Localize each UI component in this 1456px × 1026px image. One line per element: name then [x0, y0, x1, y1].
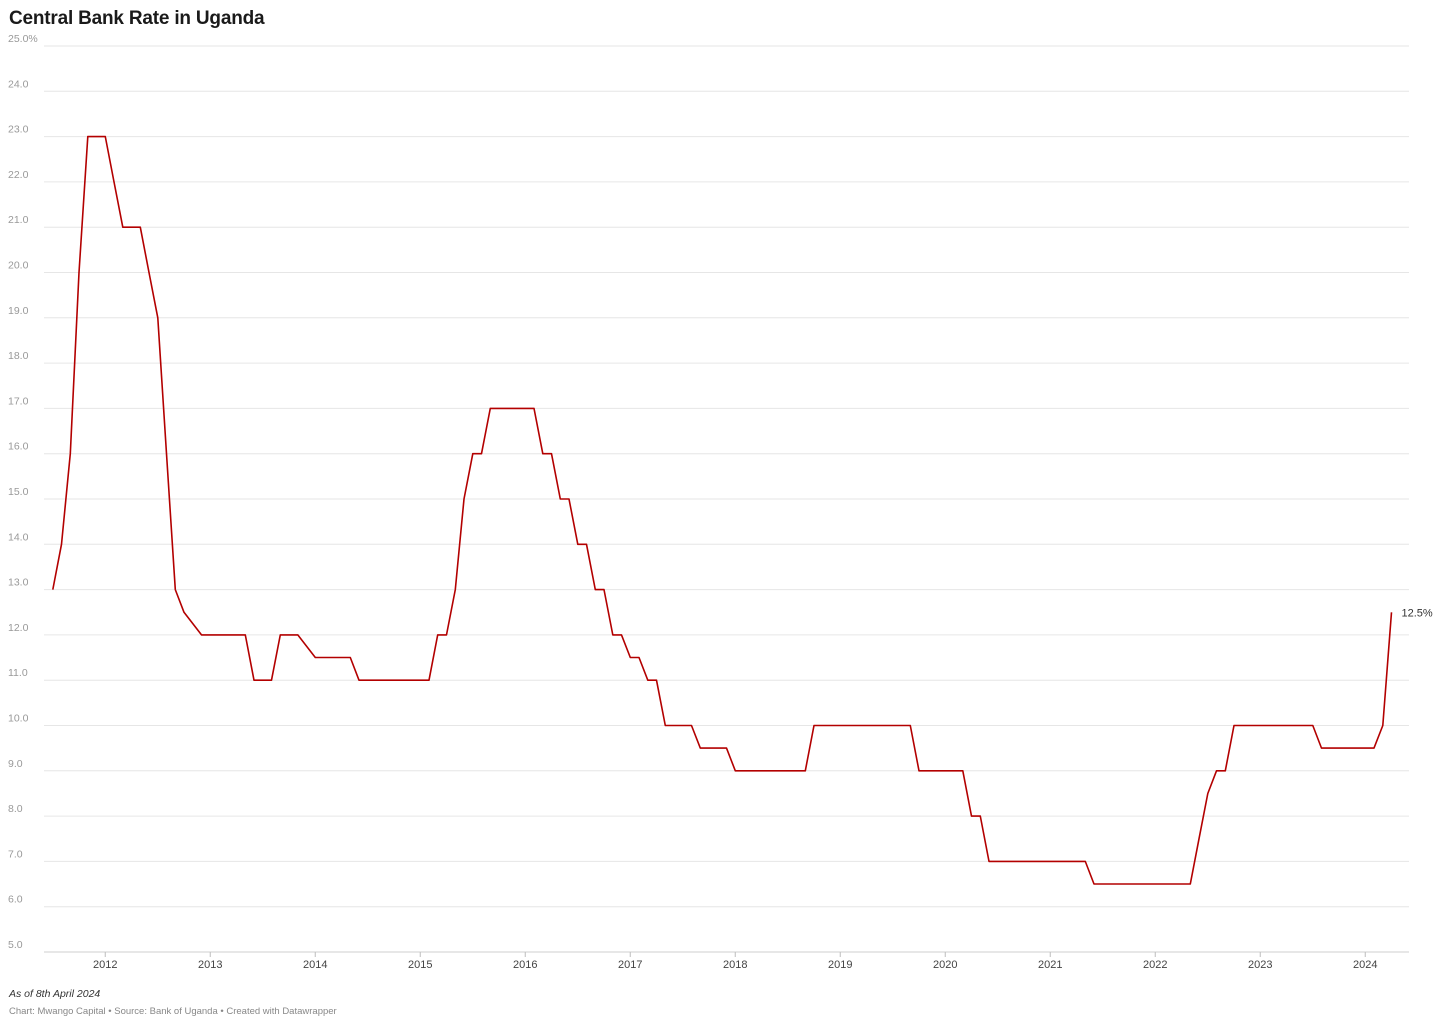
- y-tick-label: 16.0: [8, 441, 29, 453]
- y-tick-label: 7.0: [8, 848, 23, 860]
- y-tick-label: 21.0: [8, 214, 29, 226]
- end-value-label: 12.5%: [1402, 607, 1433, 619]
- y-tick-label: 17.0: [8, 395, 29, 407]
- line-chart: 5.0 6.0 7.0 8.0 9.0 10.0 11.0 12.0 13.0 14.0 15.0 1…: [8, 33, 1433, 971]
- y-tick-label: 15.0: [8, 486, 29, 498]
- y-tick-label: 14.0: [8, 531, 29, 543]
- x-tick-label: 2019: [828, 959, 852, 971]
- y-tick-label: 20.0: [8, 260, 29, 272]
- x-tick-label: 2022: [1143, 959, 1167, 971]
- y-tick-label: 18.0: [8, 350, 29, 362]
- y-tick-label: 5.0: [8, 939, 23, 951]
- y-tick-label: 13.0: [8, 577, 29, 589]
- y-tick-label: 8.0: [8, 803, 23, 815]
- x-tick-label: 2018: [723, 959, 747, 971]
- y-tick-label: 25.0%: [8, 33, 38, 45]
- chart-note: As of 8th April 2024: [9, 988, 101, 1000]
- y-tick-label: 10.0: [8, 713, 29, 725]
- x-tick-label: 2024: [1353, 959, 1377, 971]
- x-tick-label: 2020: [933, 959, 957, 971]
- x-axis-ticks: 2012 2013 2014 2015 2016 2017 2018 2019 2020 2021…: [93, 952, 1377, 971]
- series-line: [52, 135, 1393, 885]
- x-tick-label: 2017: [618, 959, 642, 971]
- x-tick-label: 2016: [513, 959, 537, 971]
- x-tick-label: 2021: [1038, 959, 1062, 971]
- x-tick-label: 2015: [408, 959, 432, 971]
- series-layer: 12.5%: [52, 135, 1433, 885]
- x-tick-label: 2023: [1248, 959, 1272, 971]
- chart-source: Chart: Mwango Capital • Source: Bank of …: [9, 1006, 337, 1017]
- gridlines: [44, 45, 1409, 953]
- y-tick-label: 23.0: [8, 124, 29, 136]
- y-tick-label: 24.0: [8, 78, 29, 90]
- y-tick-label: 22.0: [8, 169, 29, 181]
- y-axis-ticks: 5.0 6.0 7.0 8.0 9.0 10.0 11.0 12.0 13.0 14.0 15.0 1…: [8, 33, 38, 951]
- x-tick-label: 2014: [303, 959, 327, 971]
- y-tick-label: 9.0: [8, 758, 23, 770]
- y-tick-label: 6.0: [8, 894, 23, 906]
- y-tick-label: 12.0: [8, 622, 29, 634]
- chart-title: Central Bank Rate in Uganda: [9, 8, 265, 29]
- x-tick-label: 2013: [198, 959, 222, 971]
- x-tick-label: 2012: [93, 959, 117, 971]
- y-tick-label: 19.0: [8, 305, 29, 317]
- y-tick-label: 11.0: [8, 667, 28, 679]
